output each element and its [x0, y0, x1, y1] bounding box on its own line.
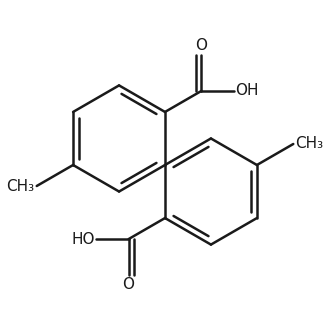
Text: O: O [195, 38, 207, 53]
Text: CH₃: CH₃ [6, 179, 35, 193]
Text: HO: HO [71, 232, 95, 247]
Text: OH: OH [235, 83, 259, 98]
Text: CH₃: CH₃ [295, 137, 324, 151]
Text: O: O [123, 277, 135, 292]
